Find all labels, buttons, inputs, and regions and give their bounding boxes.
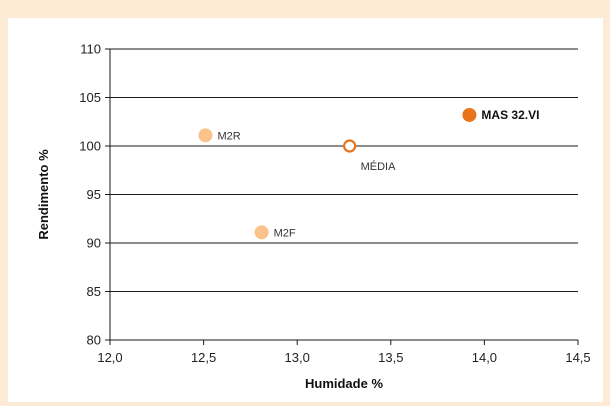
y-tick-label: 105 — [79, 90, 101, 105]
y-axis-title: Rendimento % — [36, 149, 51, 240]
point-m2r — [198, 128, 213, 143]
x-tick-label: 14,5 — [565, 350, 590, 365]
x-tick-label: 13,5 — [378, 350, 403, 365]
y-tick-label: 80 — [87, 333, 101, 348]
point-label-m2r: M2R — [217, 130, 240, 142]
x-tick-label: 12,0 — [97, 350, 122, 365]
point-label-mas-32-vi: MAS 32.VI — [481, 108, 539, 122]
y-tick-label: 95 — [87, 187, 101, 202]
x-tick-label: 14,0 — [472, 350, 497, 365]
x-tick-label: 13,0 — [285, 350, 310, 365]
y-tick-label: 100 — [79, 139, 101, 154]
scatter-chart: 80 85 90 95 100 105 110 12,0 12,5 13,0 13,5 14,0 14,… — [36, 42, 591, 392]
point-label-m2f: M2F — [274, 227, 296, 239]
x-tick-label: 12,5 — [191, 350, 216, 365]
data-points: M2R M2F MÉDIA MAS 32.VI — [198, 107, 539, 240]
point-mas-32-vi — [462, 107, 477, 122]
x-axis-title: Humidade % — [305, 376, 383, 391]
point-label-m-dia: MÉDIA — [361, 160, 397, 173]
point-m2f — [254, 225, 269, 240]
y-tick-label: 85 — [87, 284, 101, 299]
axes — [105, 48, 579, 345]
gridlines — [110, 48, 578, 292]
chart-panel: 80 85 90 95 100 105 110 12,0 12,5 13,0 13,5 14,0 14,… — [8, 18, 603, 402]
tick-labels: 80 85 90 95 100 105 110 12,0 12,5 13,0 13,5 14,0 14,… — [79, 42, 590, 366]
y-tick-label: 90 — [87, 236, 101, 251]
point-m-dia — [343, 139, 357, 153]
y-tick-label: 110 — [80, 42, 101, 57]
